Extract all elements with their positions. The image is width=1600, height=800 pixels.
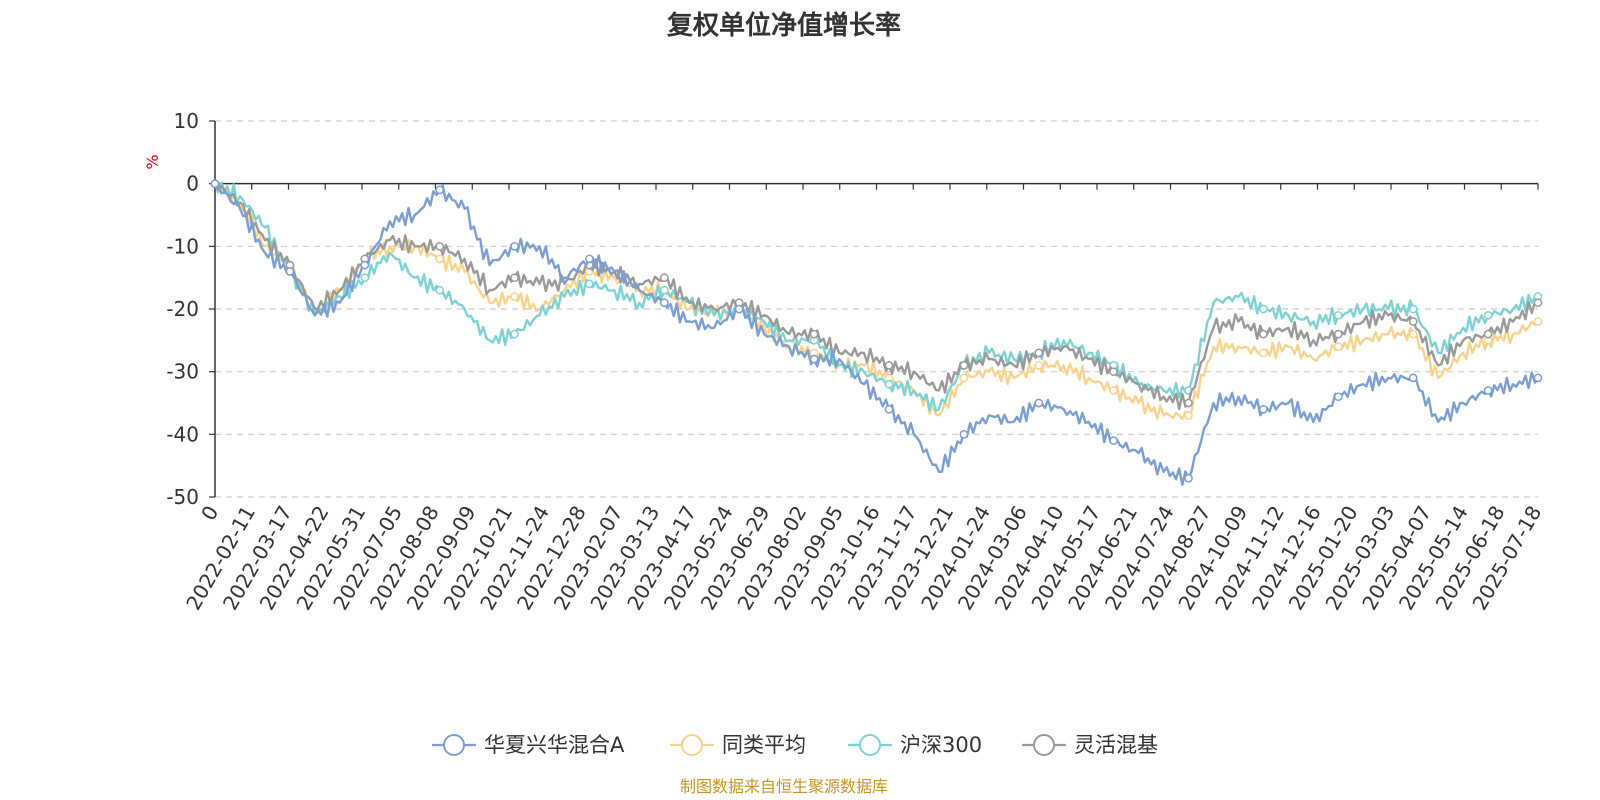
data-point <box>884 404 894 414</box>
data-point <box>809 354 819 364</box>
legend-item[interactable]: 沪深300 <box>848 733 982 757</box>
data-point <box>1184 473 1193 483</box>
series-line <box>214 182 1540 486</box>
data-point <box>1333 342 1343 351</box>
data-point <box>1184 411 1193 420</box>
data-point <box>1259 348 1268 358</box>
data-point <box>1034 398 1044 408</box>
legend-marker <box>1033 734 1055 756</box>
data-point <box>1333 310 1343 320</box>
legend-label: 同类平均 <box>722 733 806 757</box>
data-point <box>510 241 519 251</box>
series-line <box>213 181 1539 412</box>
data-point <box>1333 392 1343 402</box>
data-point <box>659 298 669 308</box>
data-point <box>1408 329 1418 339</box>
data-point <box>1408 304 1418 314</box>
data-point <box>1034 348 1044 358</box>
legend[interactable]: 华夏兴华混合A 同类平均 沪深300 灵活混基 <box>432 733 1158 757</box>
data-point <box>585 279 594 289</box>
data-point <box>659 285 669 295</box>
series-line <box>213 183 1539 421</box>
legend-label: 华夏兴华混合A <box>484 733 625 757</box>
legend-marker <box>443 734 465 756</box>
data-point <box>1259 329 1268 339</box>
data-point <box>1533 373 1543 383</box>
data-point <box>1109 436 1118 445</box>
data-point <box>809 329 819 339</box>
data-point <box>1483 386 1493 395</box>
data-point <box>1034 361 1044 370</box>
data-point <box>435 254 445 264</box>
data-point <box>659 273 669 283</box>
data-point <box>1333 329 1343 339</box>
data-point <box>1483 310 1493 320</box>
y-tick-label: -30 <box>166 360 199 384</box>
y-tick-label: -40 <box>166 422 199 446</box>
data-point <box>1408 317 1418 326</box>
data-point <box>435 185 445 195</box>
data-point <box>210 179 220 189</box>
data-point <box>435 285 445 295</box>
x-tick-label: 0 <box>196 502 223 525</box>
data-point <box>510 292 519 301</box>
source-note: 制图数据来自恒生聚源数据库 <box>680 777 888 796</box>
data-point <box>1109 386 1118 395</box>
legend-item[interactable]: 同类平均 <box>670 733 806 757</box>
y-axis: 10 0 -10 -20 -30 -40 -50 <box>166 109 216 509</box>
data-point <box>1259 404 1268 414</box>
y-axis-unit: % <box>143 154 162 169</box>
series-lines <box>210 179 1543 486</box>
data-point <box>360 273 370 283</box>
data-point <box>510 329 519 339</box>
y-tick-label: 0 <box>186 172 199 196</box>
grid-lines <box>215 120 1538 498</box>
y-tick-label: -20 <box>166 297 199 321</box>
y-tick-label: -10 <box>166 234 199 258</box>
data-point <box>1533 298 1543 308</box>
data-point <box>1408 373 1418 383</box>
data-point <box>734 304 744 314</box>
chart-title: 复权单位净值增长率 <box>667 10 901 41</box>
legend-marker <box>681 734 703 756</box>
data-point <box>1483 329 1493 339</box>
y-tick-label: -50 <box>166 485 199 509</box>
data-point <box>884 361 894 370</box>
data-point <box>585 254 594 264</box>
data-point <box>959 361 969 370</box>
data-point <box>285 267 295 276</box>
data-point <box>360 260 370 270</box>
data-point <box>435 241 445 251</box>
data-point <box>510 273 519 283</box>
data-point <box>1184 398 1193 408</box>
data-point <box>959 429 969 439</box>
data-point <box>884 379 894 389</box>
legend-item[interactable]: 华夏兴华混合A <box>432 733 625 757</box>
legend-marker <box>859 734 881 756</box>
data-point <box>1109 367 1118 377</box>
legend-item[interactable]: 灵活混基 <box>1022 733 1158 757</box>
legend-label: 沪深300 <box>900 733 982 757</box>
data-point <box>1259 304 1268 314</box>
data-point <box>1533 317 1543 326</box>
legend-label: 灵活混基 <box>1074 733 1158 757</box>
data-point <box>959 373 969 383</box>
y-tick-label: 10 <box>174 109 199 133</box>
